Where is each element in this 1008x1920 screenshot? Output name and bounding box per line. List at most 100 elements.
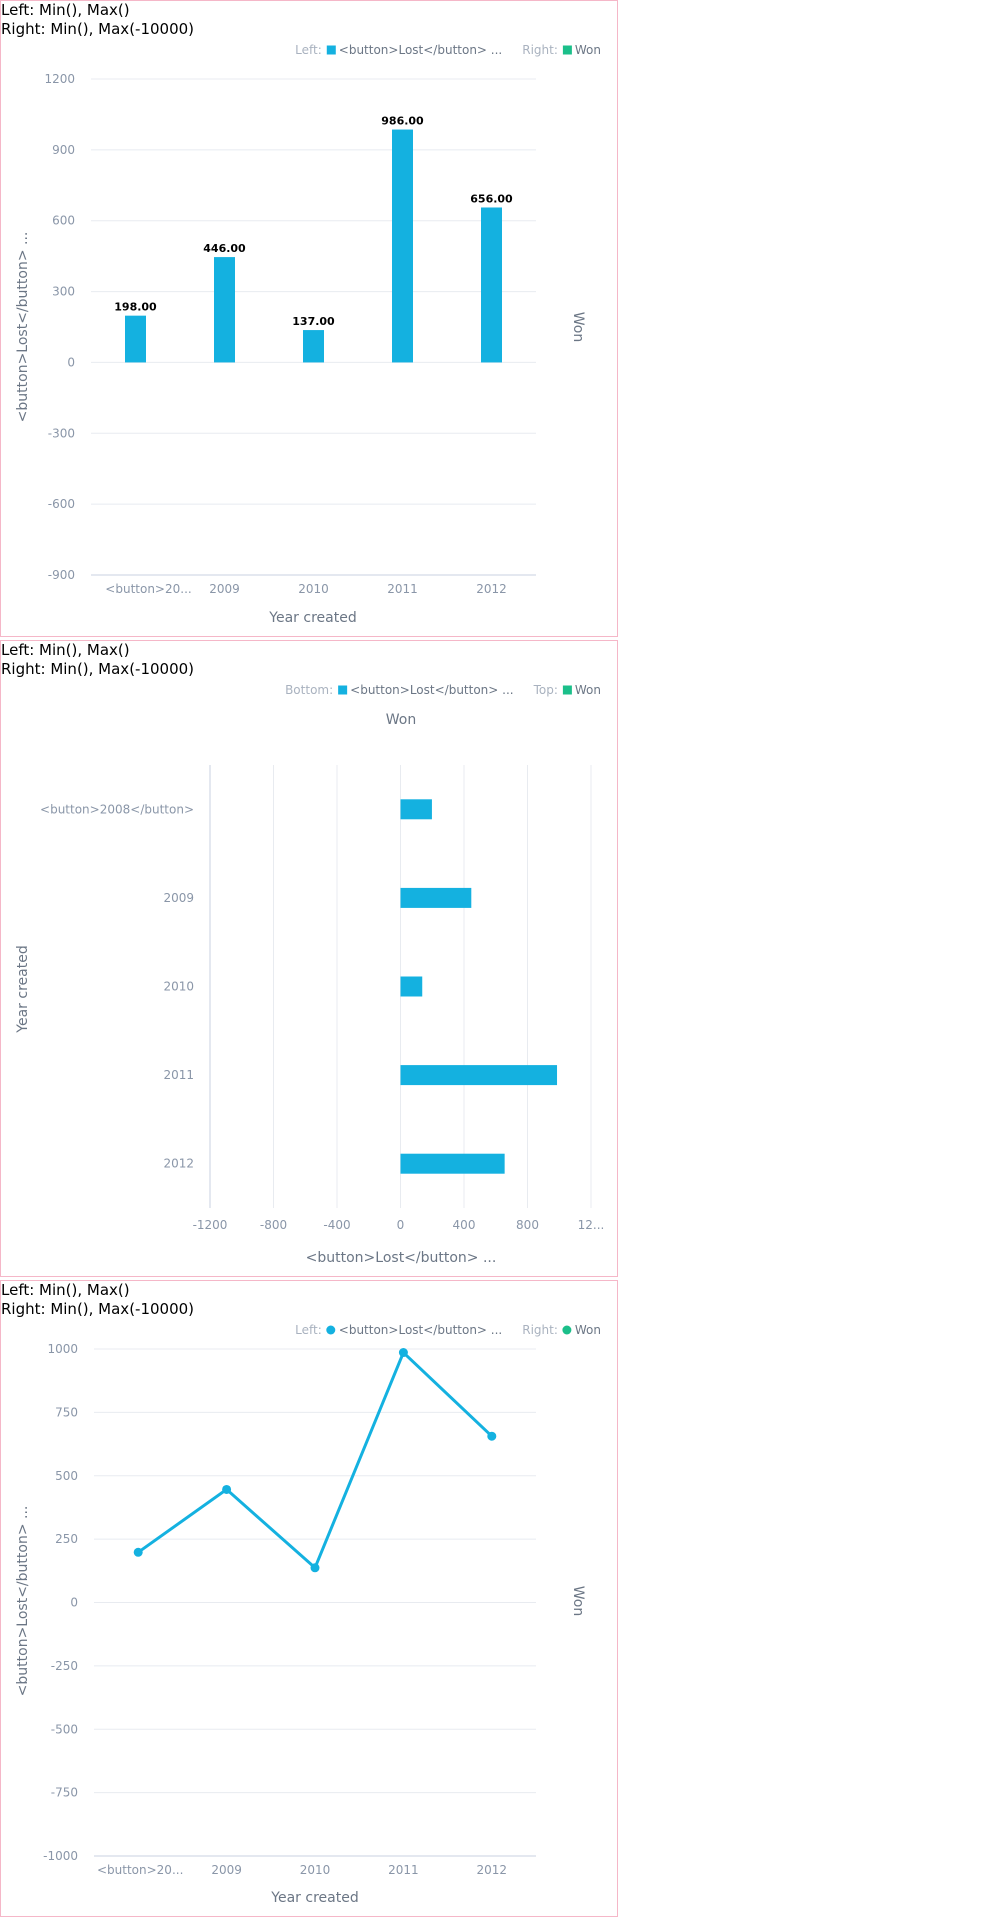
- x-tick-label: 0: [397, 1218, 405, 1232]
- data-point: [310, 1563, 320, 1573]
- x-tick-label: 2011: [387, 582, 418, 596]
- legend-left-label: <button>Lost</button> ...: [339, 43, 502, 57]
- y-tick-label: -750: [51, 1786, 78, 1800]
- bar: [400, 976, 423, 997]
- x-tick-label: -400: [323, 1218, 350, 1232]
- bar: [481, 207, 502, 363]
- bar: [303, 330, 324, 363]
- header-line-left: Left: Min(), Max(): [1, 641, 130, 659]
- x-tick-label: -1200: [193, 1218, 228, 1232]
- legend-left-marker: [338, 685, 348, 695]
- data-label: 986.00: [381, 115, 424, 128]
- x2-axis-title: Won: [386, 712, 416, 728]
- bar: [214, 257, 235, 363]
- x-axis-title: <button>Lost</button> ...: [306, 1250, 497, 1266]
- legend-right-marker: [562, 685, 572, 695]
- legend-left-prefix: Bottom:: [285, 683, 333, 697]
- y-tick-label: 2011: [163, 1068, 194, 1082]
- x-tick-label: 400: [453, 1218, 476, 1232]
- y-tick-label: -900: [48, 568, 75, 582]
- y-tick-label: -600: [48, 497, 75, 511]
- x-tick-label: 2012: [476, 582, 507, 596]
- series-line: [137, 1349, 493, 1571]
- legend-right-label: Won: [575, 1323, 601, 1337]
- legend-right-prefix: Top:: [533, 683, 558, 697]
- y-tick-label: -300: [48, 426, 75, 440]
- x-axis-title: Year created: [268, 610, 356, 626]
- data-point: [222, 1484, 232, 1494]
- x-tick-label: <button>20...: [97, 1863, 183, 1877]
- chart-panel-line: Left: Min(), Max() Right: Min(), Max(-10…: [0, 1280, 618, 1917]
- x-tick-label: 2010: [300, 1863, 331, 1877]
- bar: [125, 315, 146, 363]
- x-axis-title: Year created: [270, 1890, 358, 1906]
- y-tick-label: 0: [67, 355, 75, 369]
- y-tick-label: 1000: [47, 1342, 78, 1356]
- legend-left-prefix: Left:: [295, 43, 322, 57]
- y-tick-label: 2010: [163, 980, 194, 994]
- legend-left-label: <button>Lost</button> ...: [350, 683, 513, 697]
- header-line-left: Left: Min(), Max(): [1, 1281, 130, 1299]
- bar: [400, 799, 432, 820]
- y-tick-label: 2012: [163, 1157, 194, 1171]
- data-point: [398, 1348, 408, 1358]
- y-tick-label: 750: [55, 1405, 78, 1419]
- y-tick-label: -1000: [43, 1849, 78, 1863]
- y-tick-label: 250: [55, 1532, 78, 1546]
- y-tick-label: 900: [52, 143, 75, 157]
- legend-left-marker: [326, 1325, 336, 1335]
- y-axis-title: <button>Lost</button> ...: [15, 1506, 31, 1697]
- legend-left-marker: [326, 45, 336, 55]
- x-tick-label: 2012: [477, 1863, 508, 1877]
- bar: [400, 1065, 558, 1086]
- header-line-left: Left: Min(), Max(): [1, 1, 130, 19]
- y-tick-label: 500: [55, 1469, 78, 1483]
- legend-right-label: Won: [575, 683, 601, 697]
- bar: [400, 887, 472, 908]
- data-label: 446.00: [203, 242, 246, 255]
- bar: [400, 1153, 505, 1174]
- y2-axis-title: Won: [570, 1586, 586, 1616]
- data-label: 137.00: [292, 315, 335, 328]
- x-tick-label: -800: [260, 1218, 287, 1232]
- legend-right-prefix: Right:: [522, 43, 558, 57]
- y-tick-label: 0: [70, 1596, 78, 1610]
- header-line-right: Right: Min(), Max(-10000): [1, 660, 195, 678]
- legend-left-label: <button>Lost</button> ...: [339, 1323, 502, 1337]
- legend-left-prefix: Left:: [295, 1323, 322, 1337]
- y-axis-title: <button>Lost</button> ...: [15, 232, 31, 423]
- chart-header: Left: Min(), Max() Right: Min(), Max(-10…: [1, 1281, 194, 1319]
- x-tick-label: 2009: [211, 1863, 242, 1877]
- x-tick-label: 800: [516, 1218, 539, 1232]
- chart-panel-bar: Left: Min(), Max() Right: Min(), Max(-10…: [0, 0, 618, 637]
- x-tick-label: 2011: [388, 1863, 419, 1877]
- y-tick-label: 600: [52, 214, 75, 228]
- horizontal-bar-chart-svg: Won Top: <button>Lost</button> ... Bottom: W…: [15, 683, 605, 1266]
- bar-chart-svg: Won Right: <button>Lost</button> ... Left: 1…: [15, 43, 601, 626]
- bar: [392, 129, 413, 363]
- y-tick-label: 1200: [44, 72, 75, 86]
- legend-right-marker: [562, 45, 572, 55]
- chart-header: Left: Min(), Max() Right: Min(), Max(-10…: [1, 641, 194, 679]
- data-label: 656.00: [470, 192, 513, 205]
- legend-right-marker: [562, 1325, 572, 1335]
- chart-panel-horizontal-bar: Left: Min(), Max() Right: Min(), Max(-10…: [0, 640, 618, 1277]
- x-tick-label: 12...: [578, 1218, 605, 1232]
- data-point: [487, 1431, 497, 1441]
- y-axis-title: Year created: [15, 945, 31, 1033]
- y-tick-label: 2009: [163, 891, 194, 905]
- legend-right-prefix: Right:: [522, 1323, 558, 1337]
- header-line-right: Right: Min(), Max(-10000): [1, 1300, 195, 1318]
- y2-axis-title: Won: [570, 312, 586, 342]
- line-chart-svg: Won Right: <button>Lost</button> ... Left: 1…: [15, 1323, 601, 1906]
- x-tick-label: 2010: [298, 582, 329, 596]
- data-label: 198.00: [114, 301, 157, 314]
- y-tick-label: -500: [51, 1722, 78, 1736]
- header-line-right: Right: Min(), Max(-10000): [1, 20, 195, 38]
- chart-header: Left: Min(), Max() Right: Min(), Max(-10…: [1, 1, 194, 39]
- data-point: [133, 1547, 143, 1557]
- legend-right-label: Won: [575, 43, 601, 57]
- x-tick-label: 2009: [209, 582, 240, 596]
- y-tick-label: -250: [51, 1659, 78, 1673]
- y-tick-label: 300: [52, 285, 75, 299]
